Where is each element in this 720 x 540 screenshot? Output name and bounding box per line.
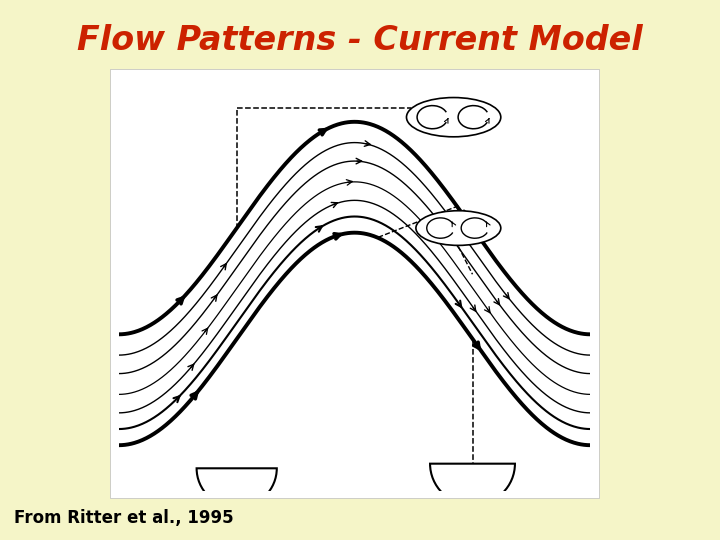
Polygon shape <box>119 122 590 445</box>
Ellipse shape <box>407 98 501 137</box>
Wedge shape <box>430 464 515 505</box>
Text: From Ritter et al., 1995: From Ritter et al., 1995 <box>14 509 234 526</box>
Ellipse shape <box>416 211 501 245</box>
Wedge shape <box>197 468 276 508</box>
Text: Flow Patterns - Current Model: Flow Patterns - Current Model <box>77 24 643 57</box>
Bar <box>110 69 599 498</box>
